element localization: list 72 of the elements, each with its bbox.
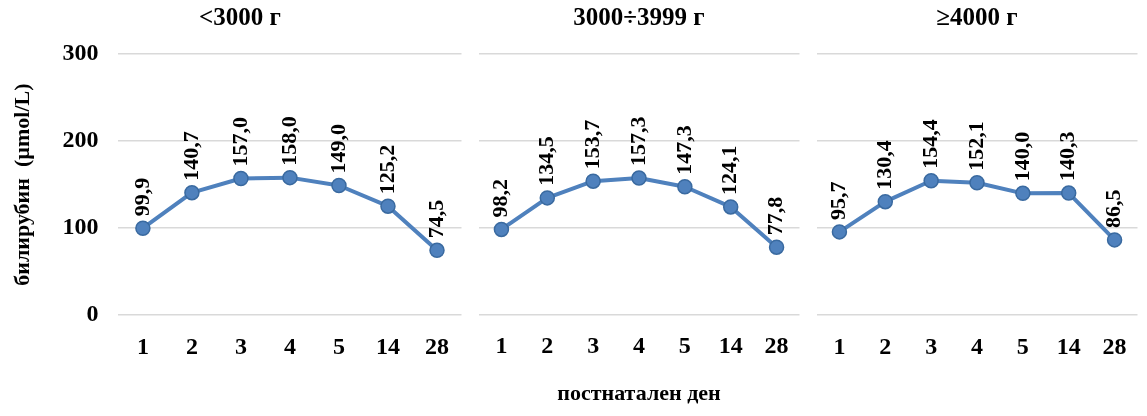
point — [877, 193, 894, 210]
x-tick-label: 5 — [678, 332, 691, 359]
y-tick-label: 0 — [86, 300, 99, 327]
y-tick-label: 300 — [62, 39, 99, 66]
x-tick-label: 3 — [234, 332, 247, 359]
x-tick-label: 5 — [332, 332, 345, 359]
chart-title: <3000 г — [199, 3, 281, 31]
x-tick-label: 14 — [1056, 332, 1081, 359]
chart-title: 3000÷3999 г — [573, 3, 705, 31]
x-tick-label: 3 — [925, 332, 938, 359]
text: 77,8 — [762, 196, 788, 236]
x-tick-label: 3 — [587, 332, 600, 359]
point — [722, 199, 739, 215]
x-tick-label: 1 — [833, 332, 846, 359]
x-tick-label: 2 — [185, 332, 198, 359]
x-tick-label: 14 — [718, 332, 743, 359]
text: 134,5 — [532, 136, 558, 186]
point — [923, 173, 939, 189]
x-tick-label: 4 — [283, 332, 296, 359]
x-tick-label: 5 — [1016, 332, 1029, 359]
x-tick-label: 2 — [541, 332, 554, 359]
chart-title: ≥4000 г — [936, 3, 1018, 31]
point — [493, 221, 510, 238]
point — [184, 184, 200, 201]
x-axis-title: постнатален ден — [557, 380, 722, 406]
text: 149,0 — [324, 123, 350, 174]
y-axis-title: билирубин (µmol/L) — [8, 83, 34, 286]
text: 98,2 — [487, 178, 513, 218]
text: 130,4 — [870, 140, 896, 190]
point — [233, 170, 249, 187]
point — [539, 190, 556, 206]
point — [429, 242, 445, 259]
x-tick-label: 1 — [495, 332, 508, 359]
text: 86,5 — [1100, 189, 1126, 228]
x-tick-label: 28 — [424, 332, 449, 359]
text: 95,7 — [825, 181, 851, 220]
point — [135, 220, 151, 236]
text: 153,7 — [578, 119, 604, 170]
x-tick-label: 28 — [1102, 332, 1127, 359]
text: 158,0 — [275, 116, 301, 166]
x-tick-label: 1 — [136, 332, 149, 359]
x-tick-label: 4 — [971, 332, 983, 359]
text: 152,1 — [962, 121, 988, 171]
point — [1106, 232, 1123, 248]
text: 124,1 — [716, 145, 742, 195]
x-tick-label: 14 — [375, 332, 400, 359]
text: 140,7 — [177, 131, 203, 181]
point — [631, 170, 647, 186]
text: 157,3 — [624, 116, 650, 167]
x-tick-label: 28 — [764, 332, 789, 359]
text: 125,2 — [373, 144, 399, 195]
point — [585, 173, 601, 189]
text: 154,4 — [916, 119, 942, 169]
text: 140,0 — [1008, 131, 1034, 182]
x-tick-label: 2 — [879, 332, 892, 359]
point — [768, 239, 785, 255]
point — [380, 198, 396, 214]
text: 157,0 — [226, 117, 252, 167]
point — [1015, 185, 1031, 202]
text: 147,3 — [670, 125, 696, 175]
point — [969, 175, 985, 191]
y-tick-label: 200 — [62, 126, 99, 153]
point — [831, 224, 848, 240]
y-tick-label: 100 — [62, 213, 99, 240]
text: 140,3 — [1054, 131, 1080, 182]
point — [1060, 185, 1077, 201]
point — [331, 177, 347, 194]
point — [677, 179, 693, 195]
point — [282, 169, 298, 186]
text: 99,9 — [128, 177, 154, 217]
text: 74,5 — [422, 199, 448, 239]
x-tick-label: 4 — [633, 332, 645, 359]
